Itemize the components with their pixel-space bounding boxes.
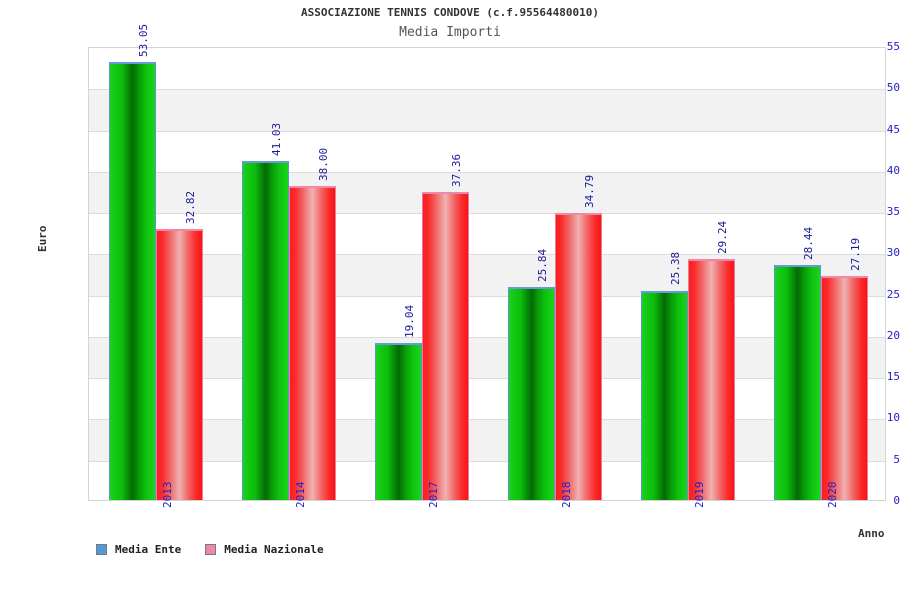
bar-media-ente-2019[interactable] [640,290,688,500]
gridline [89,295,885,297]
y-axis-title: Euro [36,225,49,253]
bar-media-nazionale-2020[interactable] [820,275,868,500]
plot-band [89,419,885,461]
y-axis-tick-label: 15 [886,370,900,384]
y-axis-tick-label: 50 [886,81,900,95]
x-axis-tick-label-2018: 2018 [559,481,573,509]
bar-value-label: 27.19 [849,237,862,271]
bar-value-label: 32.82 [184,190,197,225]
chart-subtitle: Media Importi [399,25,501,40]
legend-item-media-nazionale[interactable]: Media Nazionale [205,543,324,556]
gridline [89,130,885,132]
legend-label: Media Nazionale [224,543,324,556]
x-axis-tick-label-2013: 2013 [160,481,174,509]
bar-value-label: 37.36 [450,153,463,187]
bar-value-label: 25.38 [669,252,682,286]
x-axis-title: Anno [858,527,885,540]
y-axis-tick-label: 10 [886,411,900,425]
bar-media-nazionale-2013[interactable] [155,229,203,500]
gridline [89,419,885,421]
legend-swatch-icon [205,544,217,555]
y-axis-tick-label: 0 [893,494,900,507]
y-axis-tick-label: 55 [886,40,900,53]
chart-legend: Media Ente Media Nazionale [96,543,348,556]
bar-value-label: 34.79 [583,174,596,208]
bar-media-ente-2018[interactable] [507,286,555,500]
y-axis-tick-label: 35 [886,205,900,219]
bar-media-ente-2017[interactable] [374,342,422,500]
bar-value-label: 28.44 [802,227,815,261]
chart-title: ASSOCIAZIONE TENNIS CONDOVE (c.f.9556448… [300,6,599,19]
bar-media-ente-2013[interactable] [108,62,156,500]
y-axis-tick-label: 45 [886,122,900,136]
gridline [89,213,885,215]
gridline [89,378,885,380]
bar-media-ente-2014[interactable] [241,161,289,500]
plot-area [88,47,886,501]
plot-band [89,254,885,296]
x-axis-tick-label-2020: 2020 [825,481,839,509]
bar-media-ente-2020[interactable] [773,265,821,500]
x-axis-tick-label-2014: 2014 [293,481,307,509]
bar-value-label: 25.84 [536,248,549,282]
y-axis-tick-label: 25 [886,287,900,301]
bar-media-nazionale-2014[interactable] [288,186,336,500]
bar-value-label: 29.24 [716,220,729,254]
plot-band [89,171,885,214]
gridline [89,254,885,256]
bar-media-nazionale-2017[interactable] [421,191,469,500]
plot-band [89,89,885,131]
x-axis-tick-label-2019: 2019 [692,481,706,509]
legend-item-media-ente[interactable]: Media Ente [96,543,181,556]
y-axis-tick-label: 30 [886,246,900,260]
gridline [89,89,885,91]
gridline [89,171,885,173]
y-axis-tick-label: 5 [893,452,900,466]
bar-value-label: 19.04 [403,304,416,338]
x-axis-tick-label-2017: 2017 [426,481,440,509]
y-axis-tick-label: 40 [886,163,900,177]
bar-value-label: 41.03 [270,123,283,157]
bar-media-nazionale-2019[interactable] [687,258,735,500]
bar-value-label: 53.05 [137,23,150,58]
plot-band [89,336,885,379]
gridline [89,336,885,338]
y-axis-tick-label: 20 [886,328,900,342]
bar-media-nazionale-2018[interactable] [554,212,602,500]
bar-value-label: 38.00 [317,148,330,182]
gridline [89,460,885,462]
legend-swatch-icon [96,544,107,555]
legend-label: Media Ente [115,543,182,556]
